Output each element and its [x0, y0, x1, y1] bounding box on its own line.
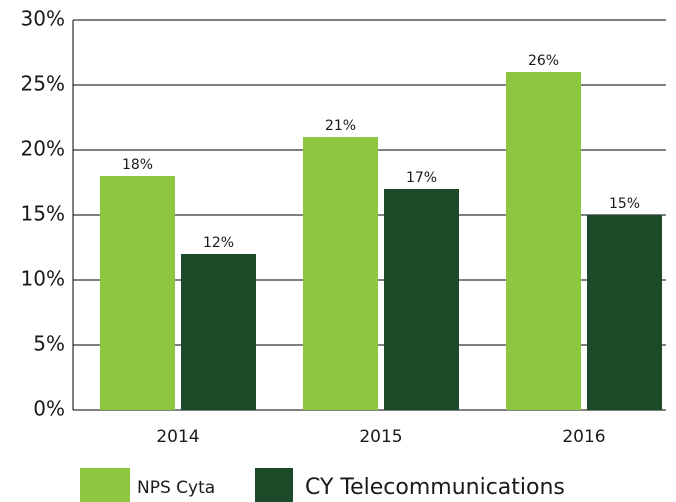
bar	[303, 137, 378, 410]
bar	[384, 189, 459, 410]
y-tick-label: 5%	[33, 332, 65, 356]
value-label: 18%	[122, 157, 153, 173]
x-tick-label: 2016	[562, 427, 605, 447]
y-tick-label: 10%	[21, 267, 65, 291]
legend-label: CY Telecommunications	[305, 475, 565, 500]
value-label: 17%	[406, 170, 437, 186]
value-label: 26%	[528, 53, 559, 69]
y-tick-label: 20%	[21, 137, 65, 161]
y-tick-label: 25%	[21, 72, 65, 96]
bar	[100, 176, 175, 410]
legend-swatch	[255, 468, 293, 502]
x-tick-label: 2015	[359, 427, 402, 447]
bar	[181, 254, 256, 410]
y-tick-label: 30%	[21, 7, 65, 31]
bar	[506, 72, 581, 410]
value-label: 21%	[325, 118, 356, 134]
y-tick-label: 15%	[21, 202, 65, 226]
bar	[587, 215, 662, 410]
x-tick-label: 2014	[156, 427, 199, 447]
value-label: 15%	[609, 196, 640, 212]
y-tick-label: 0%	[33, 397, 65, 421]
legend-label: NPS Cyta	[137, 478, 215, 498]
legend-swatch	[80, 468, 130, 502]
value-label: 12%	[203, 235, 234, 251]
